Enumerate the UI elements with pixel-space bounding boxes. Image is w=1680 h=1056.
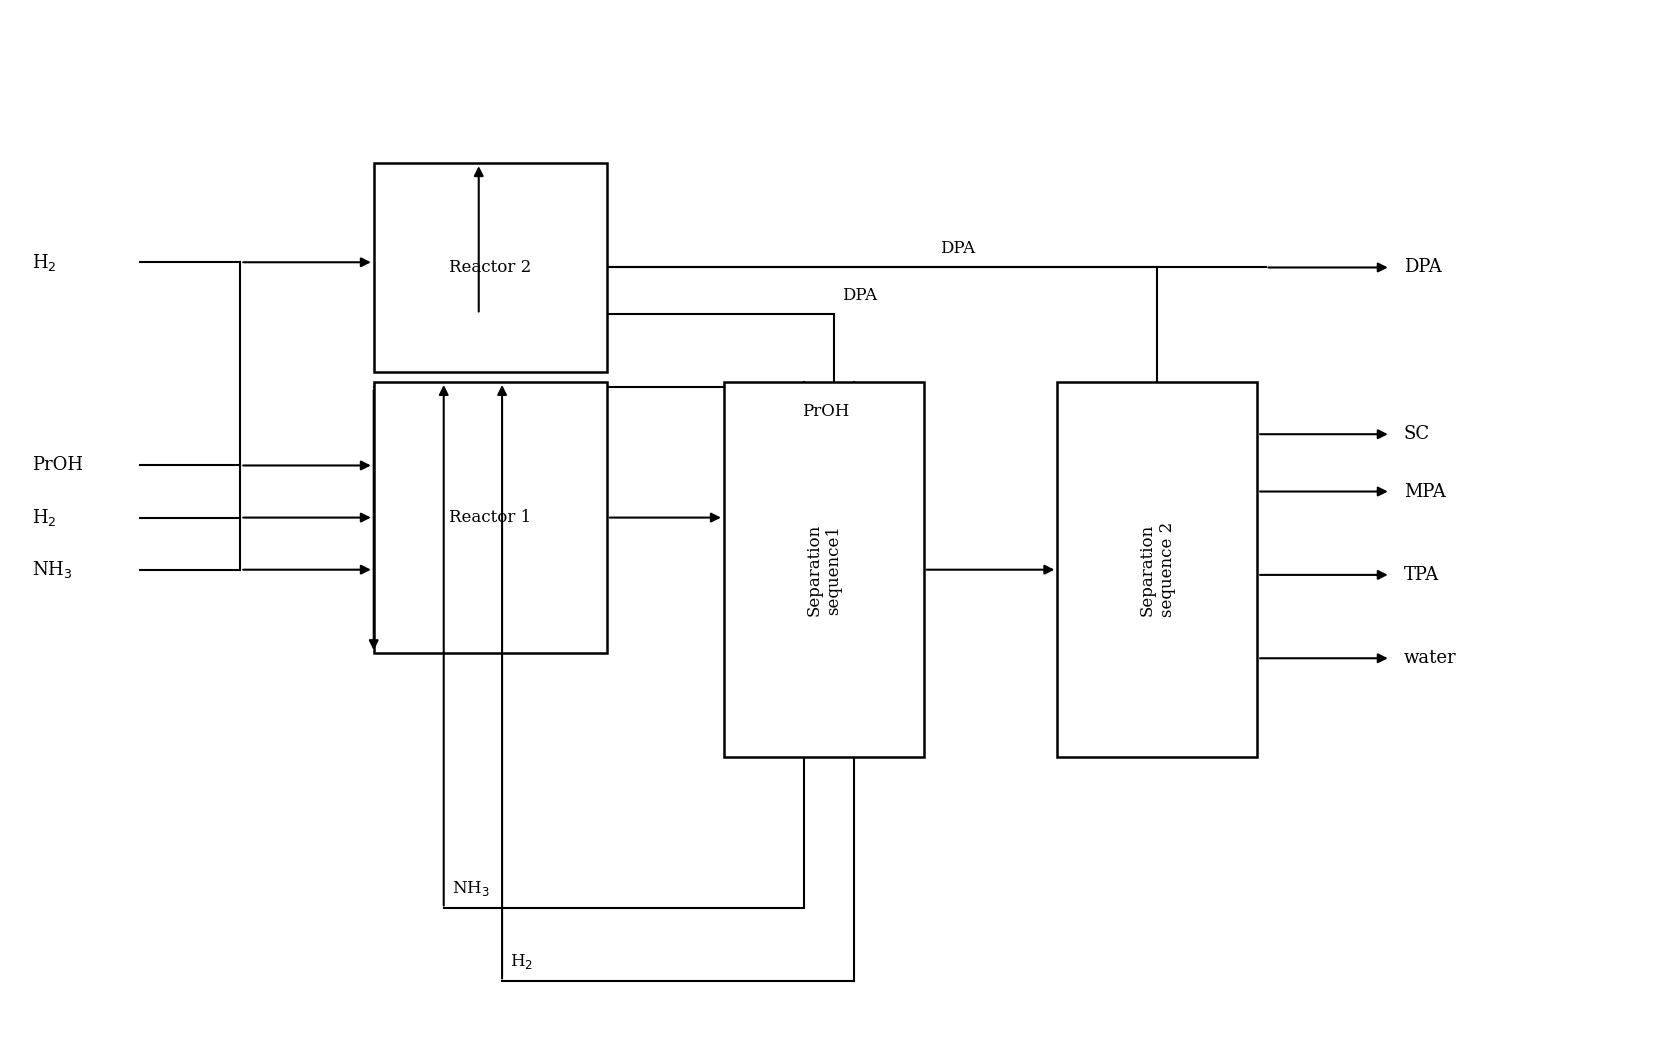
Bar bbox=[373, 382, 606, 653]
Text: MPA: MPA bbox=[1403, 483, 1445, 501]
Text: Reactor 2: Reactor 2 bbox=[449, 259, 531, 276]
Bar bbox=[1057, 382, 1257, 757]
Text: SC: SC bbox=[1403, 426, 1430, 444]
Text: PrOH: PrOH bbox=[32, 456, 82, 474]
Text: TPA: TPA bbox=[1403, 566, 1438, 584]
Bar bbox=[373, 164, 606, 372]
Text: H$_2$: H$_2$ bbox=[32, 251, 57, 272]
Bar bbox=[724, 382, 924, 757]
Text: Separation
sequence1: Separation sequence1 bbox=[805, 524, 842, 616]
Text: DPA: DPA bbox=[842, 287, 877, 304]
Text: NH$_3$: NH$_3$ bbox=[32, 560, 72, 580]
Text: Reactor 1: Reactor 1 bbox=[449, 509, 531, 526]
Text: H$_2$: H$_2$ bbox=[511, 951, 533, 970]
Text: H$_2$: H$_2$ bbox=[32, 507, 57, 528]
Text: NH$_3$: NH$_3$ bbox=[452, 879, 489, 898]
Text: Separation
sequence 2: Separation sequence 2 bbox=[1139, 522, 1174, 618]
Text: water: water bbox=[1403, 649, 1457, 667]
Text: DPA: DPA bbox=[941, 240, 974, 257]
Text: PrOH: PrOH bbox=[801, 403, 848, 420]
Text: DPA: DPA bbox=[1403, 259, 1441, 277]
